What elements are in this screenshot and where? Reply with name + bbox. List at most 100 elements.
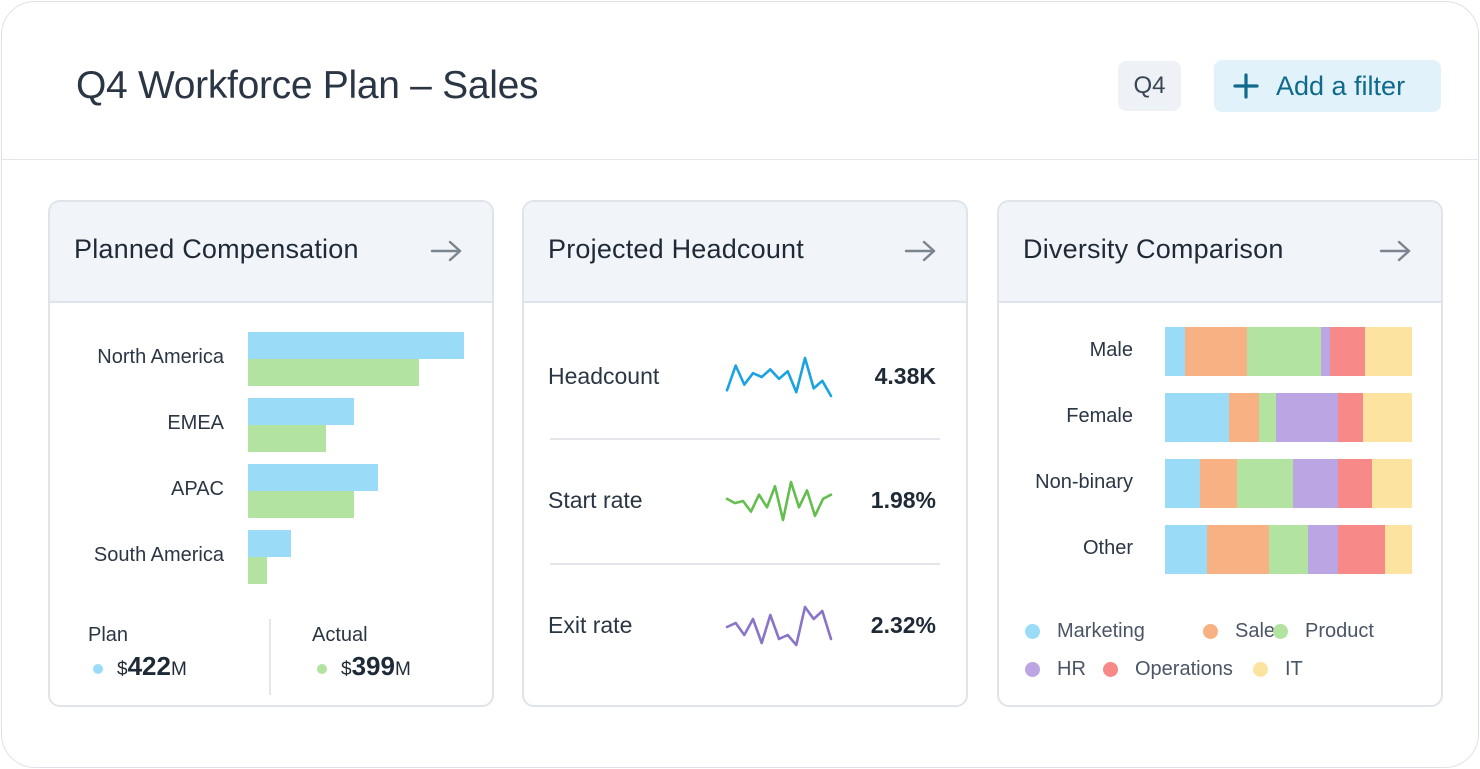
segment-marketing bbox=[1165, 525, 1207, 574]
arrow-right-icon[interactable] bbox=[904, 239, 938, 263]
actual-number: 399 bbox=[351, 651, 395, 681]
segment-hr bbox=[1276, 393, 1338, 442]
projected-headcount-header[interactable]: Projected Headcount bbox=[524, 202, 966, 303]
segment-marketing bbox=[1165, 327, 1185, 376]
actual-prefix: $ bbox=[341, 659, 352, 680]
card-title: Planned Compensation bbox=[74, 234, 359, 264]
metric-value: 1.98% bbox=[870, 487, 936, 513]
segment-hr bbox=[1308, 525, 1338, 574]
headcount-sparkline bbox=[725, 356, 833, 398]
plan-unit: M bbox=[170, 659, 187, 680]
legend-dot bbox=[1103, 662, 1118, 677]
card-title: Diversity Comparison bbox=[1023, 234, 1284, 264]
metric-label: Headcount bbox=[548, 363, 660, 389]
actual-bar bbox=[248, 557, 268, 584]
arrow-right-icon[interactable] bbox=[430, 239, 464, 263]
sparkline-path bbox=[725, 605, 833, 647]
projected-headcount-card: Projected Headcount Headcount 4.38K Start … bbox=[522, 200, 968, 707]
metric-label: Exit rate bbox=[548, 612, 633, 638]
stacked-bar bbox=[1165, 393, 1412, 442]
metric-divider bbox=[550, 563, 940, 565]
segment-hr bbox=[1293, 459, 1338, 508]
legend-label: Operations bbox=[1135, 658, 1233, 680]
plus-icon bbox=[1233, 73, 1259, 99]
metric-value: 2.32% bbox=[870, 612, 936, 638]
group-label: Male bbox=[1089, 339, 1133, 361]
segment-sales bbox=[1206, 525, 1269, 574]
region-label: EMEA bbox=[167, 412, 224, 434]
actual-total-value: $399M bbox=[341, 651, 411, 682]
segment-sales bbox=[1229, 393, 1259, 442]
legend-item-hr: HR bbox=[1025, 658, 1086, 681]
segment-it bbox=[1362, 393, 1412, 442]
period-chip[interactable]: Q4 bbox=[1118, 61, 1181, 111]
segment-marketing bbox=[1165, 459, 1200, 508]
segment-operations bbox=[1337, 459, 1373, 508]
region-label: North America bbox=[97, 346, 224, 368]
segment-marketing bbox=[1165, 393, 1230, 442]
page-title: Q4 Workforce Plan – Sales bbox=[76, 64, 539, 107]
legend-label: Product bbox=[1305, 620, 1374, 642]
planned-compensation-header[interactable]: Planned Compensation bbox=[50, 202, 492, 303]
legend-item-product: Product bbox=[1273, 620, 1374, 643]
legend-item-operations: Operations bbox=[1103, 658, 1233, 681]
legend-dot bbox=[1025, 662, 1040, 677]
exit-rate-sparkline bbox=[725, 605, 833, 647]
legend-label: Sales bbox=[1235, 620, 1286, 642]
plan-legend-label: Plan bbox=[88, 624, 129, 646]
metric-value: 4.38K bbox=[874, 363, 936, 389]
plan-bar bbox=[248, 332, 464, 359]
actual-legend-dot bbox=[317, 664, 327, 674]
arrow-right-icon[interactable] bbox=[1379, 239, 1413, 263]
metric-divider bbox=[550, 438, 940, 440]
segment-operations bbox=[1330, 327, 1366, 376]
add-filter-label: Add a filter bbox=[1276, 70, 1406, 101]
legend-dot bbox=[1025, 624, 1040, 639]
diversity-comparison-header[interactable]: Diversity Comparison bbox=[999, 202, 1441, 303]
legend-divider bbox=[269, 619, 271, 695]
legend-dot bbox=[1253, 662, 1268, 677]
plan-legend-dot bbox=[93, 664, 103, 674]
segment-product bbox=[1236, 459, 1294, 508]
legend-dot bbox=[1273, 624, 1288, 639]
plan-bar bbox=[248, 530, 292, 557]
legend-label: IT bbox=[1285, 658, 1303, 680]
sparkline-path bbox=[725, 480, 833, 522]
segment-it bbox=[1384, 525, 1412, 574]
region-label: APAC bbox=[171, 478, 224, 500]
plan-prefix: $ bbox=[117, 659, 128, 680]
actual-bar bbox=[248, 359, 419, 386]
planned-compensation-card: Planned Compensation North America EMEA AP… bbox=[48, 200, 494, 707]
add-filter-button[interactable]: Add a filter bbox=[1214, 60, 1441, 112]
legend-item-it: IT bbox=[1253, 658, 1303, 681]
legend-item-marketing: Marketing bbox=[1025, 620, 1145, 643]
group-label: Non-binary bbox=[1035, 471, 1133, 493]
legend-item-sales: Sales bbox=[1203, 620, 1285, 643]
metric-label: Start rate bbox=[548, 487, 643, 513]
stacked-bar bbox=[1165, 525, 1412, 574]
plan-bar bbox=[248, 398, 354, 425]
group-label: Female bbox=[1066, 405, 1133, 427]
actual-unit: M bbox=[394, 659, 411, 680]
segment-it bbox=[1372, 459, 1412, 508]
segment-product bbox=[1268, 525, 1309, 574]
segment-product bbox=[1246, 327, 1321, 376]
start-rate-sparkline bbox=[725, 480, 833, 522]
actual-bar bbox=[248, 491, 354, 518]
actual-bar bbox=[248, 425, 326, 452]
legend-label: Marketing bbox=[1057, 620, 1145, 642]
dashboard-header: Q4 Workforce Plan – Sales Q4 Add a filte… bbox=[2, 2, 1478, 160]
sparkline-path bbox=[725, 356, 833, 398]
stacked-bar bbox=[1165, 327, 1412, 376]
diversity-comparison-card: Diversity Comparison Male Female Non-binar… bbox=[997, 200, 1443, 707]
segment-it bbox=[1365, 327, 1412, 376]
segment-product bbox=[1258, 393, 1277, 442]
group-label: Other bbox=[1082, 537, 1133, 559]
segment-sales bbox=[1184, 327, 1247, 376]
plan-number: 422 bbox=[127, 651, 171, 681]
stacked-bar bbox=[1165, 459, 1412, 508]
legend-label: HR bbox=[1057, 658, 1086, 680]
plan-bar bbox=[248, 464, 378, 491]
actual-legend-label: Actual bbox=[312, 624, 368, 646]
plan-total-value: $422M bbox=[117, 651, 187, 682]
